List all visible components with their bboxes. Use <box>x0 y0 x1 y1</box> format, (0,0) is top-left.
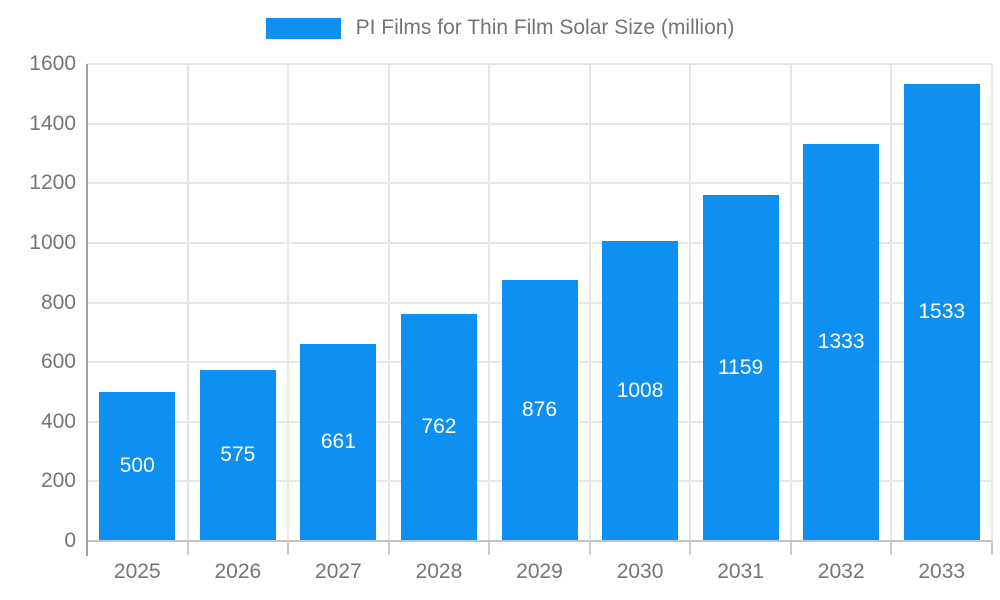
x-axis-tick-label: 2025 <box>113 560 161 583</box>
plot-area: 500 575 661 762 876 1008 1159 1333 1533 <box>87 63 993 555</box>
x-axis-tick <box>588 541 591 555</box>
bar[interactable]: 1533 <box>903 83 980 541</box>
x-axis-tick-label: 2027 <box>315 560 362 583</box>
y-axis-tick-label: 600 <box>40 350 76 374</box>
bar[interactable]: 1333 <box>803 143 880 541</box>
bar-value-label: 575 <box>220 443 256 467</box>
x-axis-tick-label: 2028 <box>415 560 463 583</box>
y-axis-tick-label: 800 <box>40 290 76 314</box>
x-axis-tick-label: 2031 <box>717 560 764 583</box>
bar[interactable]: 575 <box>199 369 276 541</box>
bar[interactable]: 1008 <box>602 240 679 541</box>
x-axis-tick-label: 2033 <box>918 560 966 583</box>
y-axis-tick-label: 1600 <box>29 52 76 75</box>
gridline-vertical <box>991 64 993 541</box>
bar-value-label: 1159 <box>718 356 764 380</box>
bar[interactable]: 661 <box>300 343 377 541</box>
y-axis-tick-label: 400 <box>40 409 76 433</box>
gridline-horizontal <box>87 122 992 125</box>
x-axis-tick <box>287 541 290 555</box>
bar-value-label: 876 <box>521 398 558 422</box>
y-axis-line <box>86 64 88 556</box>
gridline-horizontal <box>87 63 992 65</box>
legend-label: PI Films for Thin Film Solar Size (milli… <box>355 16 735 39</box>
gridline-vertical <box>488 64 491 541</box>
legend-swatch <box>265 17 341 39</box>
x-axis-tick <box>488 541 491 555</box>
bar-value-label: 1533 <box>918 300 966 324</box>
x-axis-tick-label: 2032 <box>817 560 865 583</box>
x-axis-tick <box>387 541 390 555</box>
gridline-vertical <box>689 64 692 541</box>
bar-value-label: 500 <box>119 454 155 478</box>
gridline-vertical <box>588 64 591 541</box>
x-axis-tick-label: 2030 <box>616 560 664 583</box>
x-axis-labels: 2025 2026 2027 2028 2029 2030 2031 2032 2033 <box>87 560 992 590</box>
gridline-vertical <box>186 64 189 541</box>
x-axis-tick-label: 2026 <box>214 560 262 583</box>
legend[interactable]: PI Films for Thin Film Solar Size (milli… <box>0 16 1000 40</box>
gridline-vertical <box>387 64 390 541</box>
gridline-horizontal <box>87 241 992 244</box>
y-axis-tick-label: 1200 <box>29 171 76 195</box>
gridline-vertical <box>890 64 893 541</box>
y-axis-tick-label: 0 <box>64 529 76 552</box>
gridline-vertical <box>789 64 792 541</box>
y-axis-labels: 0 200 400 600 800 1000 1200 1400 1600 <box>0 52 76 552</box>
bar-value-label: 1333 <box>817 330 865 354</box>
bar-value-label: 762 <box>421 415 457 439</box>
y-axis-tick-label: 200 <box>40 469 76 493</box>
x-axis-line <box>87 540 992 542</box>
x-axis-tick <box>991 541 993 555</box>
x-axis-tick <box>186 541 189 555</box>
bar[interactable]: 500 <box>99 391 176 541</box>
bar[interactable]: 1159 <box>702 195 779 541</box>
y-axis-tick-label: 1400 <box>29 111 76 135</box>
x-axis-tick <box>890 541 893 555</box>
y-axis-tick-label: 1000 <box>29 230 76 254</box>
bar-value-label: 661 <box>320 430 356 454</box>
x-axis-tick <box>689 541 692 555</box>
x-axis-tick <box>789 541 792 555</box>
bar[interactable]: 876 <box>501 279 578 541</box>
x-axis-tick-label: 2029 <box>516 560 563 583</box>
bar[interactable]: 762 <box>400 313 477 541</box>
gridline-horizontal <box>87 182 992 185</box>
bar-value-label: 1008 <box>616 378 664 402</box>
gridline-vertical <box>287 64 290 541</box>
